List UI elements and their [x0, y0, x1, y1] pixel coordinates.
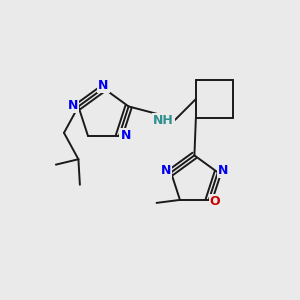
- Text: N: N: [120, 130, 131, 142]
- Text: N: N: [98, 79, 109, 92]
- Text: NH: NH: [153, 113, 174, 127]
- Text: N: N: [68, 99, 78, 112]
- Text: N: N: [161, 164, 171, 177]
- Text: N: N: [218, 164, 228, 177]
- Text: O: O: [209, 195, 220, 208]
